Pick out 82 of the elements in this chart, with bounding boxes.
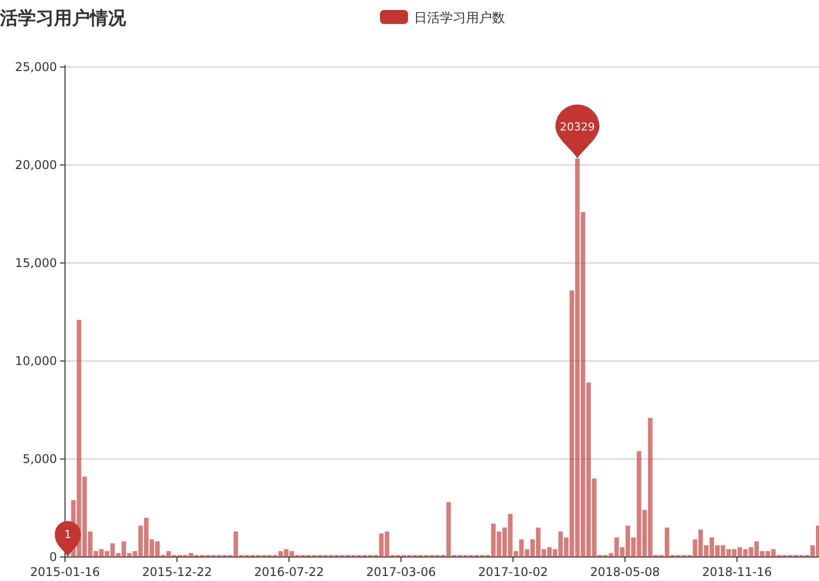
- x-tick-label: 2015-12-22: [142, 565, 212, 579]
- bar: [71, 500, 76, 557]
- bar: [278, 551, 283, 557]
- bar: [446, 502, 451, 557]
- bar: [127, 553, 132, 557]
- bar: [738, 547, 742, 557]
- bar: [99, 549, 104, 557]
- bar: [82, 476, 87, 557]
- bar: [530, 539, 535, 557]
- bar: [732, 549, 736, 557]
- x-tick-label: 2018-11-16: [702, 565, 772, 579]
- bar: [234, 532, 238, 557]
- bar: [704, 545, 708, 557]
- y-tick-label: 10,000: [15, 354, 57, 368]
- bar: [558, 532, 563, 557]
- bar: [743, 549, 748, 557]
- legend-label: 日活学习用户数: [414, 11, 505, 26]
- annotation: 1: [64, 528, 72, 541]
- annotation: 20329: [560, 120, 595, 134]
- bar: [166, 551, 171, 557]
- bar: [720, 545, 726, 557]
- bar: [575, 158, 580, 557]
- bar: [144, 518, 148, 557]
- legend: 日活学习用户数: [380, 10, 505, 26]
- bar: [508, 514, 512, 557]
- bar: [592, 478, 596, 557]
- bar: [290, 551, 294, 557]
- bar: [642, 510, 647, 557]
- bar: [648, 418, 652, 557]
- bar: [626, 526, 630, 557]
- bar: [542, 549, 546, 557]
- bar: [816, 526, 819, 557]
- x-tick-label: 2018-05-08: [590, 565, 660, 579]
- bar: [122, 541, 126, 557]
- x-tick-label: 2017-03-06: [366, 565, 436, 579]
- bar: [491, 524, 496, 557]
- bar: [664, 528, 670, 557]
- bar: [110, 543, 115, 557]
- bar: [748, 547, 754, 557]
- bar: [766, 551, 770, 557]
- bar: [155, 541, 160, 557]
- bar: [586, 382, 591, 557]
- bar: [524, 549, 530, 557]
- y-tick-label: 25,000: [15, 60, 57, 74]
- bar: [810, 545, 815, 557]
- bar: [698, 530, 703, 557]
- bar: [519, 539, 524, 557]
- bar: [284, 549, 288, 557]
- bar: [552, 549, 558, 557]
- bar: [620, 547, 624, 557]
- bar: [547, 547, 552, 557]
- bar: [710, 537, 714, 557]
- bar: [726, 549, 731, 557]
- y-tick-label: 20,000: [15, 158, 57, 172]
- chart-title: 活学习用户情况: [0, 8, 127, 29]
- bar: [570, 290, 574, 557]
- bar: [379, 533, 384, 557]
- bar: [631, 537, 636, 557]
- bar: [608, 553, 614, 557]
- y-tick-label: 0: [49, 550, 57, 564]
- bar: [760, 551, 764, 557]
- bar: [715, 545, 720, 557]
- bar: [188, 553, 194, 557]
- x-tick-label: 2015-01-16: [30, 565, 100, 579]
- bar: [138, 526, 143, 557]
- bar: [502, 528, 507, 557]
- y-tick-label: 5,000: [22, 452, 57, 466]
- bar: [564, 537, 568, 557]
- bar: [150, 539, 154, 557]
- bar: [614, 537, 619, 557]
- bar: [514, 551, 518, 557]
- bar: [132, 551, 138, 557]
- x-tick-label: 2016-07-22: [254, 565, 324, 579]
- bar: [536, 528, 540, 557]
- y-tick-label: 15,000: [15, 256, 57, 270]
- x-tick-label: 2017-10-02: [478, 565, 548, 579]
- bar: [116, 553, 120, 557]
- bar: [771, 549, 776, 557]
- bar: [104, 551, 110, 557]
- bar: [754, 541, 759, 557]
- bar: [88, 532, 92, 557]
- bar: [94, 551, 98, 557]
